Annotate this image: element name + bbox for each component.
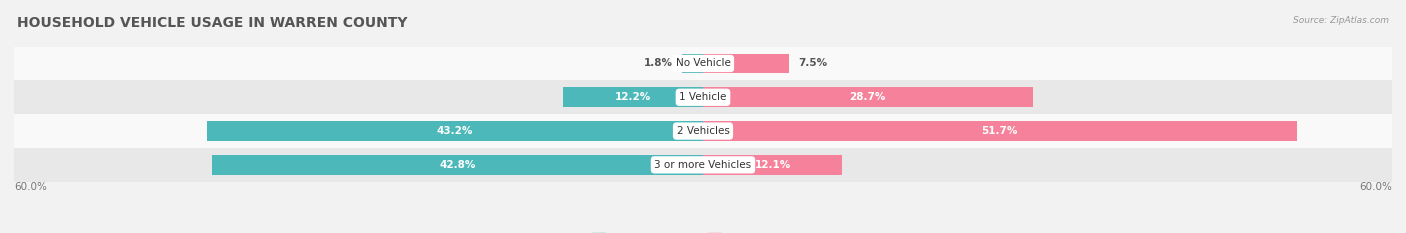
Bar [703,121,1296,141]
Bar [14,47,1392,80]
Text: 28.7%: 28.7% [849,92,886,102]
Bar [682,54,703,73]
Bar [211,155,703,175]
Text: 12.1%: 12.1% [755,160,790,170]
Bar [14,148,1392,182]
Text: 3 or more Vehicles: 3 or more Vehicles [654,160,752,170]
Text: 60.0%: 60.0% [14,182,46,192]
Text: 51.7%: 51.7% [981,126,1018,136]
Text: 7.5%: 7.5% [799,58,827,69]
Text: 42.8%: 42.8% [439,160,475,170]
Bar [703,155,842,175]
Bar [14,80,1392,114]
Text: 1.8%: 1.8% [644,58,673,69]
Text: 12.2%: 12.2% [614,92,651,102]
Bar [562,87,703,107]
Bar [14,114,1392,148]
Text: No Vehicle: No Vehicle [675,58,731,69]
Bar [703,87,1032,107]
Legend: Owner-occupied, Renter-occupied: Owner-occupied, Renter-occupied [588,229,818,233]
Text: 2 Vehicles: 2 Vehicles [676,126,730,136]
Text: Source: ZipAtlas.com: Source: ZipAtlas.com [1294,16,1389,25]
Text: 60.0%: 60.0% [1360,182,1392,192]
Text: 43.2%: 43.2% [437,126,474,136]
Text: HOUSEHOLD VEHICLE USAGE IN WARREN COUNTY: HOUSEHOLD VEHICLE USAGE IN WARREN COUNTY [17,16,408,30]
Text: 1 Vehicle: 1 Vehicle [679,92,727,102]
Bar [703,54,789,73]
Bar [207,121,703,141]
